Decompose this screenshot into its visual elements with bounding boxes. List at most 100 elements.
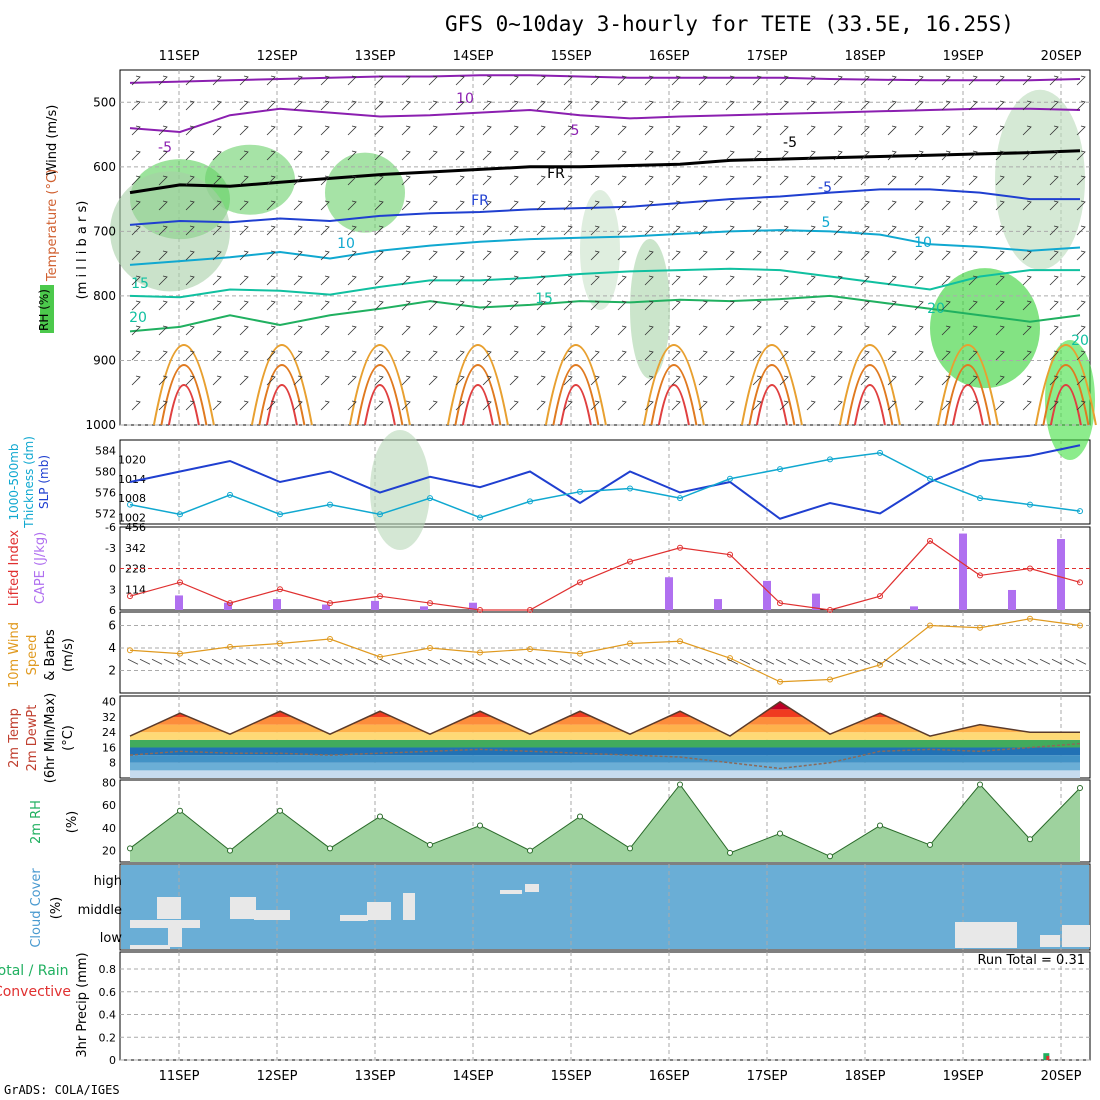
surface-wind-barb — [655, 658, 667, 665]
wind-barb — [374, 400, 384, 411]
panel-frame-6 — [119, 863, 1091, 951]
li-tick-label: -6 — [105, 521, 116, 534]
wind-barb — [914, 375, 924, 386]
cloud-block — [403, 893, 415, 920]
wind-barb — [482, 375, 492, 386]
wind-barb — [374, 200, 384, 211]
rh2m-unit-label: (%) — [65, 811, 80, 834]
wind-barb — [860, 175, 870, 186]
isotherm-15C — [129, 267, 1080, 299]
slp-marker — [177, 511, 183, 518]
wind-barb — [806, 100, 816, 111]
wind-barb — [212, 225, 222, 236]
wind-barb — [1049, 400, 1059, 411]
wind-barb — [941, 175, 951, 186]
cape-bar — [959, 533, 967, 610]
rh-marker — [127, 845, 133, 852]
surface-wind-barb — [547, 658, 559, 665]
temp-band — [130, 739, 1080, 748]
wind-barb — [725, 300, 735, 311]
wind-barb — [563, 350, 573, 361]
temp-band — [130, 755, 1080, 763]
li-tick-label: 3 — [109, 583, 116, 596]
wind-barb — [995, 350, 1005, 361]
wind-barb — [1049, 150, 1059, 161]
surface-wind-barb — [859, 658, 871, 665]
wind-barb — [131, 150, 141, 161]
surface-wind-barb — [763, 658, 775, 665]
wind-barb — [1076, 100, 1086, 111]
surface-wind-barb — [919, 658, 931, 665]
wind-barb — [320, 75, 330, 86]
surface-wind-barb — [1039, 658, 1051, 665]
surface-wind-barb — [787, 658, 799, 665]
surface-wind-barb — [295, 658, 307, 665]
cape-bar — [469, 602, 477, 610]
cloud-block — [130, 920, 200, 928]
wind-barb — [752, 275, 762, 286]
wind-barb — [293, 300, 303, 311]
slp-marker — [677, 495, 683, 502]
li-marker — [477, 607, 483, 613]
li-marker — [427, 600, 433, 607]
cape-tick-label: 342 — [125, 542, 146, 555]
wind-barb — [806, 200, 816, 211]
wind-barb — [509, 350, 519, 361]
wind-barb — [725, 200, 735, 211]
wind-barb — [239, 275, 249, 286]
wind-barb — [617, 225, 627, 236]
slp-marker — [877, 449, 883, 456]
wind-barb — [131, 275, 141, 286]
wind-barb — [860, 125, 870, 136]
wind-barb — [752, 400, 762, 411]
wind-barb — [617, 100, 627, 111]
wind-barb — [482, 200, 492, 211]
wind-barb — [968, 175, 978, 186]
rh-marker — [527, 847, 533, 854]
wind-barb — [806, 125, 816, 136]
surface-wind-barb — [163, 658, 175, 665]
rh-marker — [977, 781, 983, 788]
wind-barb — [833, 275, 843, 286]
panel-frame-1 — [119, 439, 1091, 525]
bottom-day-label: 11SEP — [159, 1069, 200, 1084]
wind-barb — [1076, 375, 1086, 386]
wind-barb — [563, 125, 573, 136]
wind-barb — [536, 225, 546, 236]
surface-wind-barb — [475, 658, 487, 665]
wind-barb — [239, 225, 249, 236]
wind-barb — [347, 275, 357, 286]
wind-barb — [698, 100, 708, 111]
surface-wind-barb — [883, 658, 895, 665]
wind-barb — [401, 250, 411, 261]
wind-barb — [428, 200, 438, 211]
wind-barb — [1049, 275, 1059, 286]
wind-barb — [806, 225, 816, 236]
wind-barb — [212, 325, 222, 336]
wind-barb — [131, 250, 141, 261]
surface-wind-barb — [499, 658, 511, 665]
wind-barb — [185, 400, 195, 411]
surface-wind-barb — [259, 658, 271, 665]
slp-marker — [427, 495, 433, 502]
wind-barb — [158, 275, 168, 286]
wind-barb — [320, 225, 330, 236]
wind-barb — [752, 150, 762, 161]
wind10-axis-label-1: 10m Wind — [7, 622, 22, 688]
wind-speed-marker — [577, 650, 583, 657]
wind-barb — [698, 200, 708, 211]
li-marker — [227, 600, 233, 607]
surface-wind-barb — [967, 658, 979, 665]
slp-marker — [227, 491, 233, 498]
wind-barb — [1076, 275, 1086, 286]
warm-contour — [559, 384, 592, 426]
wind-barb — [509, 325, 519, 336]
wind-barb — [212, 75, 222, 86]
slp-tick-label: 1008 — [118, 492, 146, 505]
rh-marker — [577, 813, 583, 820]
wind-barb — [995, 225, 1005, 236]
li-marker — [777, 600, 783, 607]
wind-tick-label: 2 — [108, 664, 116, 678]
wind-barb — [914, 100, 924, 111]
